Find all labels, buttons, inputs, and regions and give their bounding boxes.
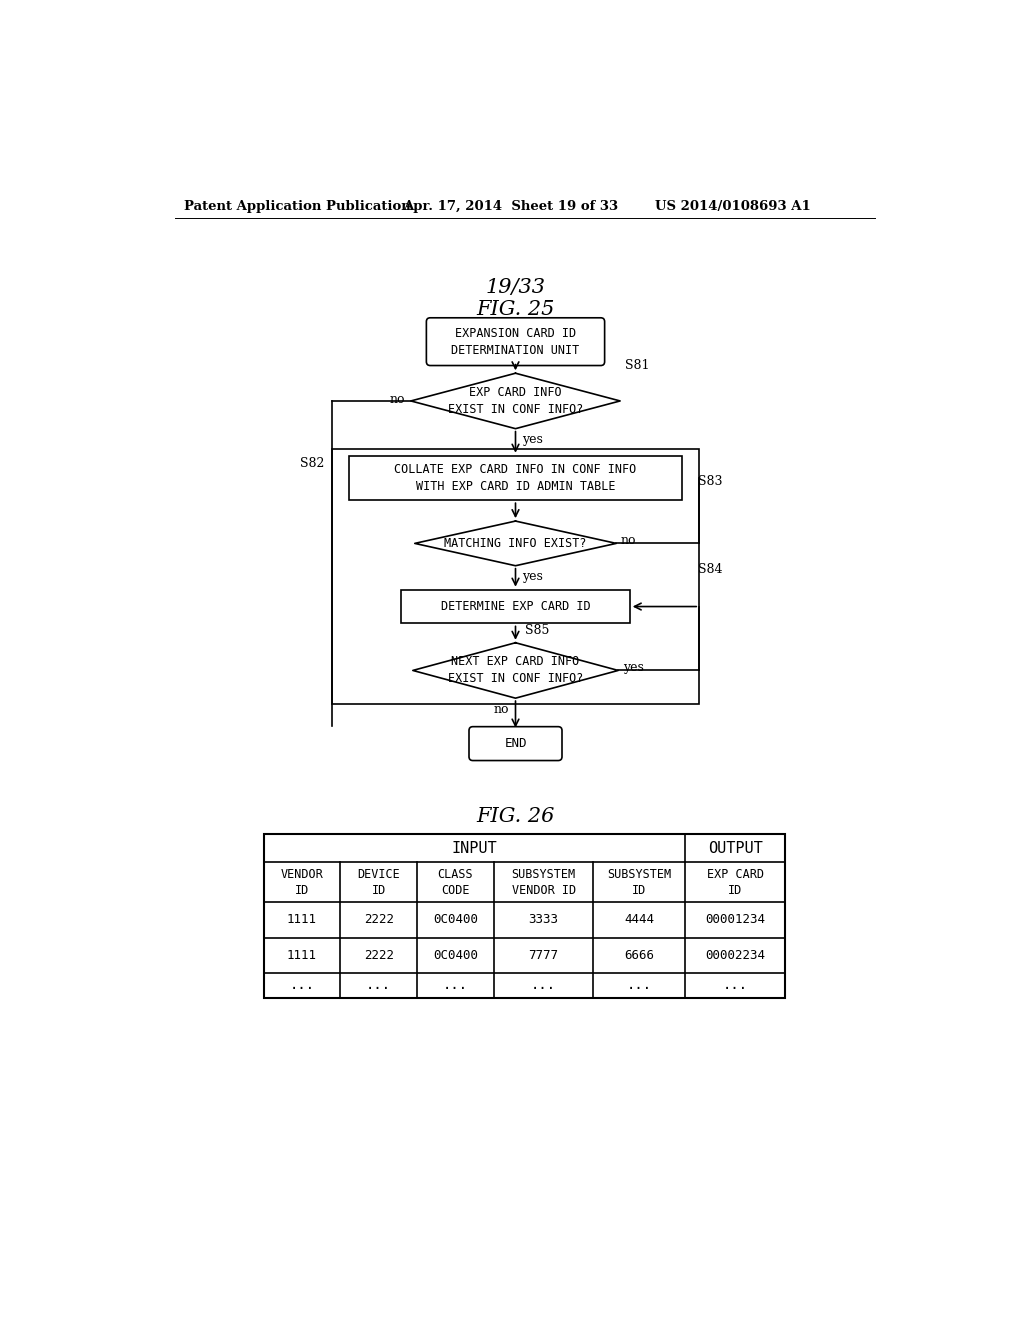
Text: S82: S82 (300, 457, 324, 470)
Text: ...: ... (627, 978, 652, 993)
Bar (349, 455, 682, 500)
FancyBboxPatch shape (469, 726, 562, 760)
FancyBboxPatch shape (426, 318, 604, 366)
Text: SUBSYSTEM
VENDOR ID: SUBSYSTEM VENDOR ID (512, 867, 575, 896)
Text: S84: S84 (697, 562, 722, 576)
Bar (401, 590, 630, 623)
Text: 1111: 1111 (287, 949, 317, 962)
Text: yes: yes (521, 433, 543, 446)
Text: no: no (494, 702, 509, 715)
Text: ...: ... (723, 978, 748, 993)
Text: S83: S83 (697, 475, 722, 488)
Text: 2222: 2222 (364, 913, 393, 927)
Bar (263, 834, 785, 998)
Text: END: END (504, 737, 526, 750)
Text: 0C0400: 0C0400 (433, 913, 478, 927)
Text: Apr. 17, 2014  Sheet 19 of 33: Apr. 17, 2014 Sheet 19 of 33 (403, 199, 618, 213)
Text: VENDOR
ID: VENDOR ID (281, 867, 324, 896)
Text: US 2014/0108693 A1: US 2014/0108693 A1 (655, 199, 811, 213)
Text: COLLATE EXP CARD INFO IN CONF INFO
WITH EXP CARD ID ADMIN TABLE: COLLATE EXP CARD INFO IN CONF INFO WITH … (394, 463, 637, 492)
Text: ...: ... (290, 978, 314, 993)
Text: Patent Application Publication: Patent Application Publication (183, 199, 411, 213)
Text: EXPANSION CARD ID
DETERMINATION UNIT: EXPANSION CARD ID DETERMINATION UNIT (452, 326, 580, 356)
Text: yes: yes (521, 570, 543, 583)
Text: no: no (389, 393, 404, 407)
Text: 1111: 1111 (287, 913, 317, 927)
Text: yes: yes (623, 661, 644, 675)
Text: 19/33: 19/33 (485, 279, 546, 297)
Text: 2222: 2222 (364, 949, 393, 962)
Text: FIG. 25: FIG. 25 (476, 300, 555, 319)
Text: OUTPUT: OUTPUT (708, 841, 763, 855)
Text: NEXT EXP CARD INFO
EXIST IN CONF INFO?: NEXT EXP CARD INFO EXIST IN CONF INFO? (447, 656, 584, 685)
Text: INPUT: INPUT (452, 841, 498, 855)
Text: DETERMINE EXP CARD ID: DETERMINE EXP CARD ID (440, 601, 590, 612)
Text: ...: ... (367, 978, 391, 993)
Text: ...: ... (531, 978, 556, 993)
Text: 00001234: 00001234 (706, 913, 765, 927)
Text: no: no (621, 533, 636, 546)
Text: EXP CARD INFO
EXIST IN CONF INFO?: EXP CARD INFO EXIST IN CONF INFO? (447, 385, 584, 416)
Text: MATCHING INFO EXIST?: MATCHING INFO EXIST? (444, 537, 587, 550)
Text: ...: ... (442, 978, 468, 993)
Text: S85: S85 (524, 623, 549, 636)
Text: SUBSYSTEM
ID: SUBSYSTEM ID (607, 867, 672, 896)
Text: 7777: 7777 (528, 949, 558, 962)
Text: S81: S81 (625, 359, 649, 372)
Text: EXP CARD
ID: EXP CARD ID (707, 867, 764, 896)
Text: FIG. 26: FIG. 26 (476, 808, 555, 826)
Bar (332, 449, 699, 705)
Text: 00002234: 00002234 (706, 949, 765, 962)
Text: 6666: 6666 (625, 949, 654, 962)
Text: 4444: 4444 (625, 913, 654, 927)
Text: CLASS
CODE: CLASS CODE (437, 867, 473, 896)
Text: 3333: 3333 (528, 913, 558, 927)
Text: 0C0400: 0C0400 (433, 949, 478, 962)
Text: DEVICE
ID: DEVICE ID (357, 867, 400, 896)
